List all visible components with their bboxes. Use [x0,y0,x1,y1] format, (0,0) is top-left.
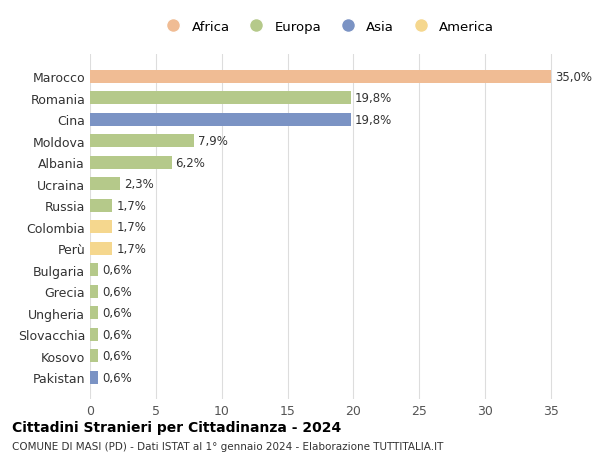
Bar [90,328,98,341]
Text: 0,6%: 0,6% [102,328,131,341]
Text: 19,8%: 19,8% [355,92,392,105]
Text: 1,7%: 1,7% [116,199,146,212]
Text: 0,6%: 0,6% [102,349,131,362]
Text: 2,3%: 2,3% [124,178,154,191]
Bar [90,242,112,255]
Bar [90,178,120,191]
Text: 0,6%: 0,6% [102,371,131,384]
Bar [90,199,112,212]
Legend: Africa, Europa, Asia, America: Africa, Europa, Asia, America [156,17,498,38]
Text: 35,0%: 35,0% [555,71,592,84]
Bar [90,157,172,169]
Bar [90,92,350,105]
Bar [90,71,551,84]
Bar [90,285,98,298]
Bar [90,221,112,234]
Text: Cittadini Stranieri per Cittadinanza - 2024: Cittadini Stranieri per Cittadinanza - 2… [12,420,341,434]
Text: 19,8%: 19,8% [355,113,392,127]
Text: 7,9%: 7,9% [198,135,228,148]
Bar [90,371,98,384]
Bar [90,135,194,148]
Bar [90,349,98,362]
Text: 1,7%: 1,7% [116,221,146,234]
Bar [90,113,350,127]
Text: COMUNE DI MASI (PD) - Dati ISTAT al 1° gennaio 2024 - Elaborazione TUTTITALIA.IT: COMUNE DI MASI (PD) - Dati ISTAT al 1° g… [12,441,443,451]
Text: 0,6%: 0,6% [102,307,131,319]
Text: 1,7%: 1,7% [116,242,146,255]
Text: 0,6%: 0,6% [102,285,131,298]
Bar [90,263,98,276]
Text: 6,2%: 6,2% [176,157,205,169]
Bar [90,307,98,319]
Text: 0,6%: 0,6% [102,263,131,277]
